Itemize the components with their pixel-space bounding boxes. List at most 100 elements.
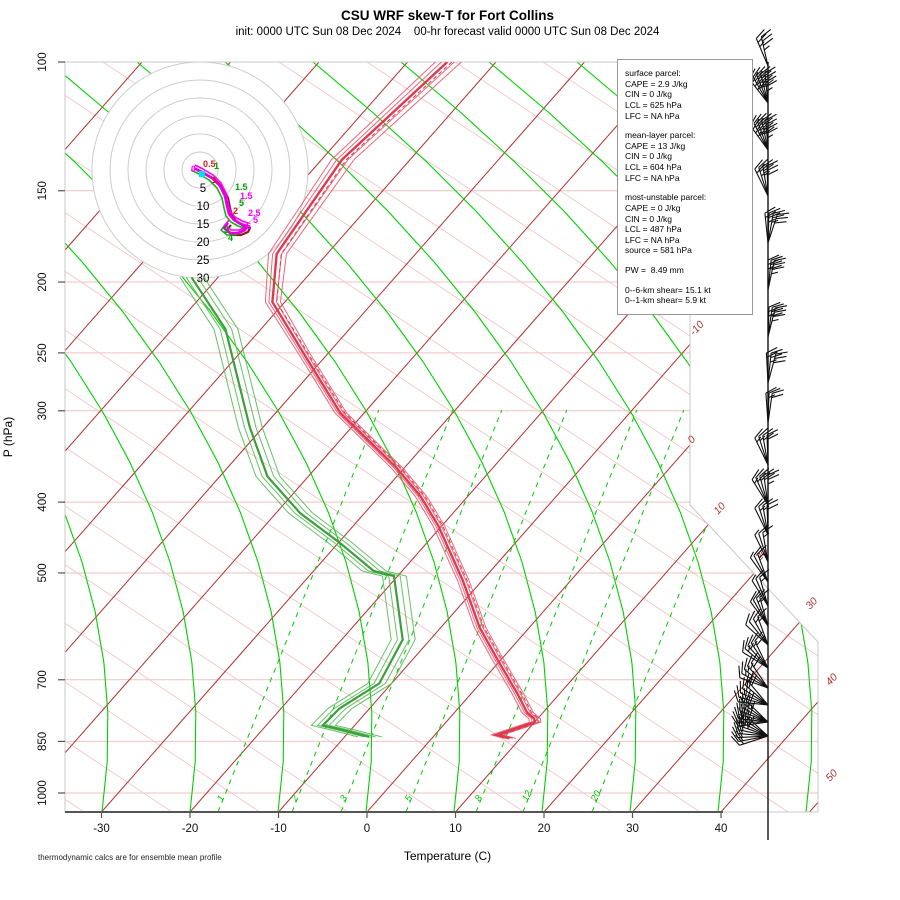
hodograph-height-label: 6 bbox=[246, 221, 251, 231]
hodograph-ring bbox=[91, 61, 309, 279]
parcel-info-line: 0--1-km shear= 5.9 kt bbox=[625, 295, 707, 306]
hodograph-height-label: 3 bbox=[224, 225, 229, 235]
hodograph-height-label: 1.5 bbox=[240, 191, 253, 201]
wind-barb bbox=[767, 301, 788, 338]
x-tick-label: 0 bbox=[364, 823, 370, 835]
parcel-info-box: surface parcel: CAPE = 2.9 J/kg CIN = 0 J/… bbox=[617, 59, 753, 315]
wind-barb bbox=[754, 427, 779, 466]
hodograph-height-label: 2 bbox=[233, 206, 238, 216]
wind-barb bbox=[754, 158, 779, 197]
x-tick-label: 20 bbox=[538, 823, 551, 835]
hodograph-height-label: 1.5 bbox=[235, 182, 248, 192]
hodograph-height-label: 0.5 bbox=[203, 159, 216, 169]
hodograph-ring-label: 25 bbox=[197, 255, 210, 267]
isotherm-label: 0 bbox=[685, 433, 698, 446]
x-tick-label: -20 bbox=[182, 823, 199, 835]
mixing-ratio-label: 1 bbox=[215, 794, 227, 804]
parcel-info-line: CIN = 0 J/kg bbox=[625, 213, 673, 224]
x-axis: -30 -20 -10 0 10 20 30 40 bbox=[65, 811, 727, 835]
mixing-ratio-label: 2 bbox=[288, 793, 301, 804]
wind-barb bbox=[730, 704, 769, 746]
parcel-info-line: LCL = 487 hPa bbox=[625, 224, 682, 235]
x-axis-title: Temperature (C) bbox=[403, 849, 492, 863]
parcel-info-line: LCL = 604 hPa bbox=[625, 162, 682, 172]
dewpoint-profile bbox=[179, 276, 416, 738]
mixing-ratio-label: 5 bbox=[403, 793, 416, 803]
hodograph-ring bbox=[145, 115, 255, 225]
parcel-info-line: 0--6-km shear= 15.1 kt bbox=[625, 284, 711, 295]
storm-motion-marker bbox=[199, 171, 205, 177]
parcel-info-line: CIN = 0 J/kg bbox=[625, 89, 673, 100]
x-tick-label: 10 bbox=[449, 823, 462, 835]
wind-barb bbox=[749, 65, 777, 104]
mixing-ratio-label: 8 bbox=[473, 793, 486, 803]
hodograph-ring-label: 30 bbox=[197, 273, 210, 285]
wind-barb bbox=[738, 652, 769, 689]
temperature-profile bbox=[264, 62, 542, 740]
parcel-info-line: PW = 8.49 mm bbox=[625, 265, 684, 275]
parcel-info-line: LFC = NA hPa bbox=[625, 172, 680, 183]
y-tick-label: 400 bbox=[37, 493, 49, 512]
chart-subtitle: init: 0000 UTC Sun 08 Dec 2024 00-hr for… bbox=[235, 26, 660, 38]
wind-barb bbox=[765, 386, 784, 424]
y-tick-label: 100 bbox=[37, 52, 49, 71]
hodograph-ring-label: 20 bbox=[197, 237, 210, 249]
isotherm-label: 40 bbox=[823, 671, 840, 688]
mixing-ratio-label: 20 bbox=[588, 788, 603, 804]
parcel-info-line: surface parcel: bbox=[625, 68, 681, 78]
hodograph-ring-label: 5 bbox=[200, 183, 206, 195]
wind-barb bbox=[755, 28, 774, 67]
parcel-info-line: CAPE = 2.9 J/kg bbox=[625, 78, 688, 89]
hodograph-ring-label: 10 bbox=[197, 201, 210, 213]
wind-barbs bbox=[730, 28, 790, 840]
wind-barb bbox=[754, 497, 779, 536]
hodograph-height-label: 4 bbox=[228, 233, 233, 243]
hodograph-ring-label: 15 bbox=[197, 219, 210, 231]
parcel-info-section: most-unstable parcel: CAPE = 0 J/kg CIN = … bbox=[625, 192, 748, 256]
hodograph-ring bbox=[127, 97, 273, 243]
y-tick-label: 150 bbox=[37, 181, 49, 200]
wind-barb bbox=[764, 206, 790, 244]
parcel-info-line: CIN = 0 J/kg bbox=[625, 151, 673, 162]
hodograph-height-label: 0 bbox=[191, 164, 196, 174]
wind-barb bbox=[765, 347, 788, 384]
hodograph-ring bbox=[109, 79, 291, 261]
hodograph-height-label: 5 bbox=[253, 215, 258, 225]
hodograph-height-label: 2.5 bbox=[248, 208, 261, 218]
wind-barb bbox=[751, 467, 780, 506]
y-tick-label: 300 bbox=[37, 401, 49, 420]
parcel-info-line: mean-layer parcel: bbox=[625, 130, 696, 141]
hodograph-ring bbox=[181, 151, 219, 189]
x-tick-label: -30 bbox=[93, 823, 110, 835]
y-tick-label: 500 bbox=[37, 563, 49, 582]
y-axis: 100 150 200 250 300 400 500 700 850 1000 P (hPa) bbox=[1, 52, 65, 806]
parcel-info-line: LFC = NA hPa bbox=[625, 234, 680, 245]
wind-barb bbox=[733, 670, 769, 706]
y-tick-label: 250 bbox=[37, 343, 49, 362]
wind-barb bbox=[749, 112, 778, 151]
y-axis-title: P (hPa) bbox=[1, 417, 15, 457]
page-title: CSU WRF skew-T for Fort Collins bbox=[340, 8, 554, 23]
parcel-info-line: LCL = 625 hPa bbox=[625, 99, 682, 110]
parcel-info-line: LFC = NA hPa bbox=[625, 110, 680, 121]
y-tick-label: 850 bbox=[37, 732, 49, 751]
wind-barb bbox=[742, 631, 769, 669]
wind-barb bbox=[745, 607, 769, 646]
parcel-path-dashed bbox=[276, 62, 540, 739]
isotherm-label: 10 bbox=[711, 500, 728, 517]
y-tick-label: 200 bbox=[37, 272, 49, 291]
parcel-info-section: 0--6-km shear= 15.1 kt 0--1-km shear= 5.9… bbox=[625, 285, 748, 306]
wind-barb bbox=[749, 544, 769, 583]
parcel-info-line: CAPE = 13 J/kg bbox=[625, 140, 686, 151]
parcel-info-line: most-unstable parcel: bbox=[625, 192, 707, 203]
hodograph-height-label: 5 bbox=[239, 198, 244, 208]
parcel-info-section: PW = 8.49 mm bbox=[625, 265, 748, 276]
y-tick-label: 1000 bbox=[37, 780, 49, 806]
mixing-ratio-labels: 1 2 3 5 8 12 20 bbox=[215, 788, 604, 804]
isotherm-label: 50 bbox=[823, 767, 840, 784]
parcel-info-line: CAPE = 0 J/kg bbox=[625, 202, 681, 213]
mixing-ratio-label: 12 bbox=[520, 788, 535, 803]
